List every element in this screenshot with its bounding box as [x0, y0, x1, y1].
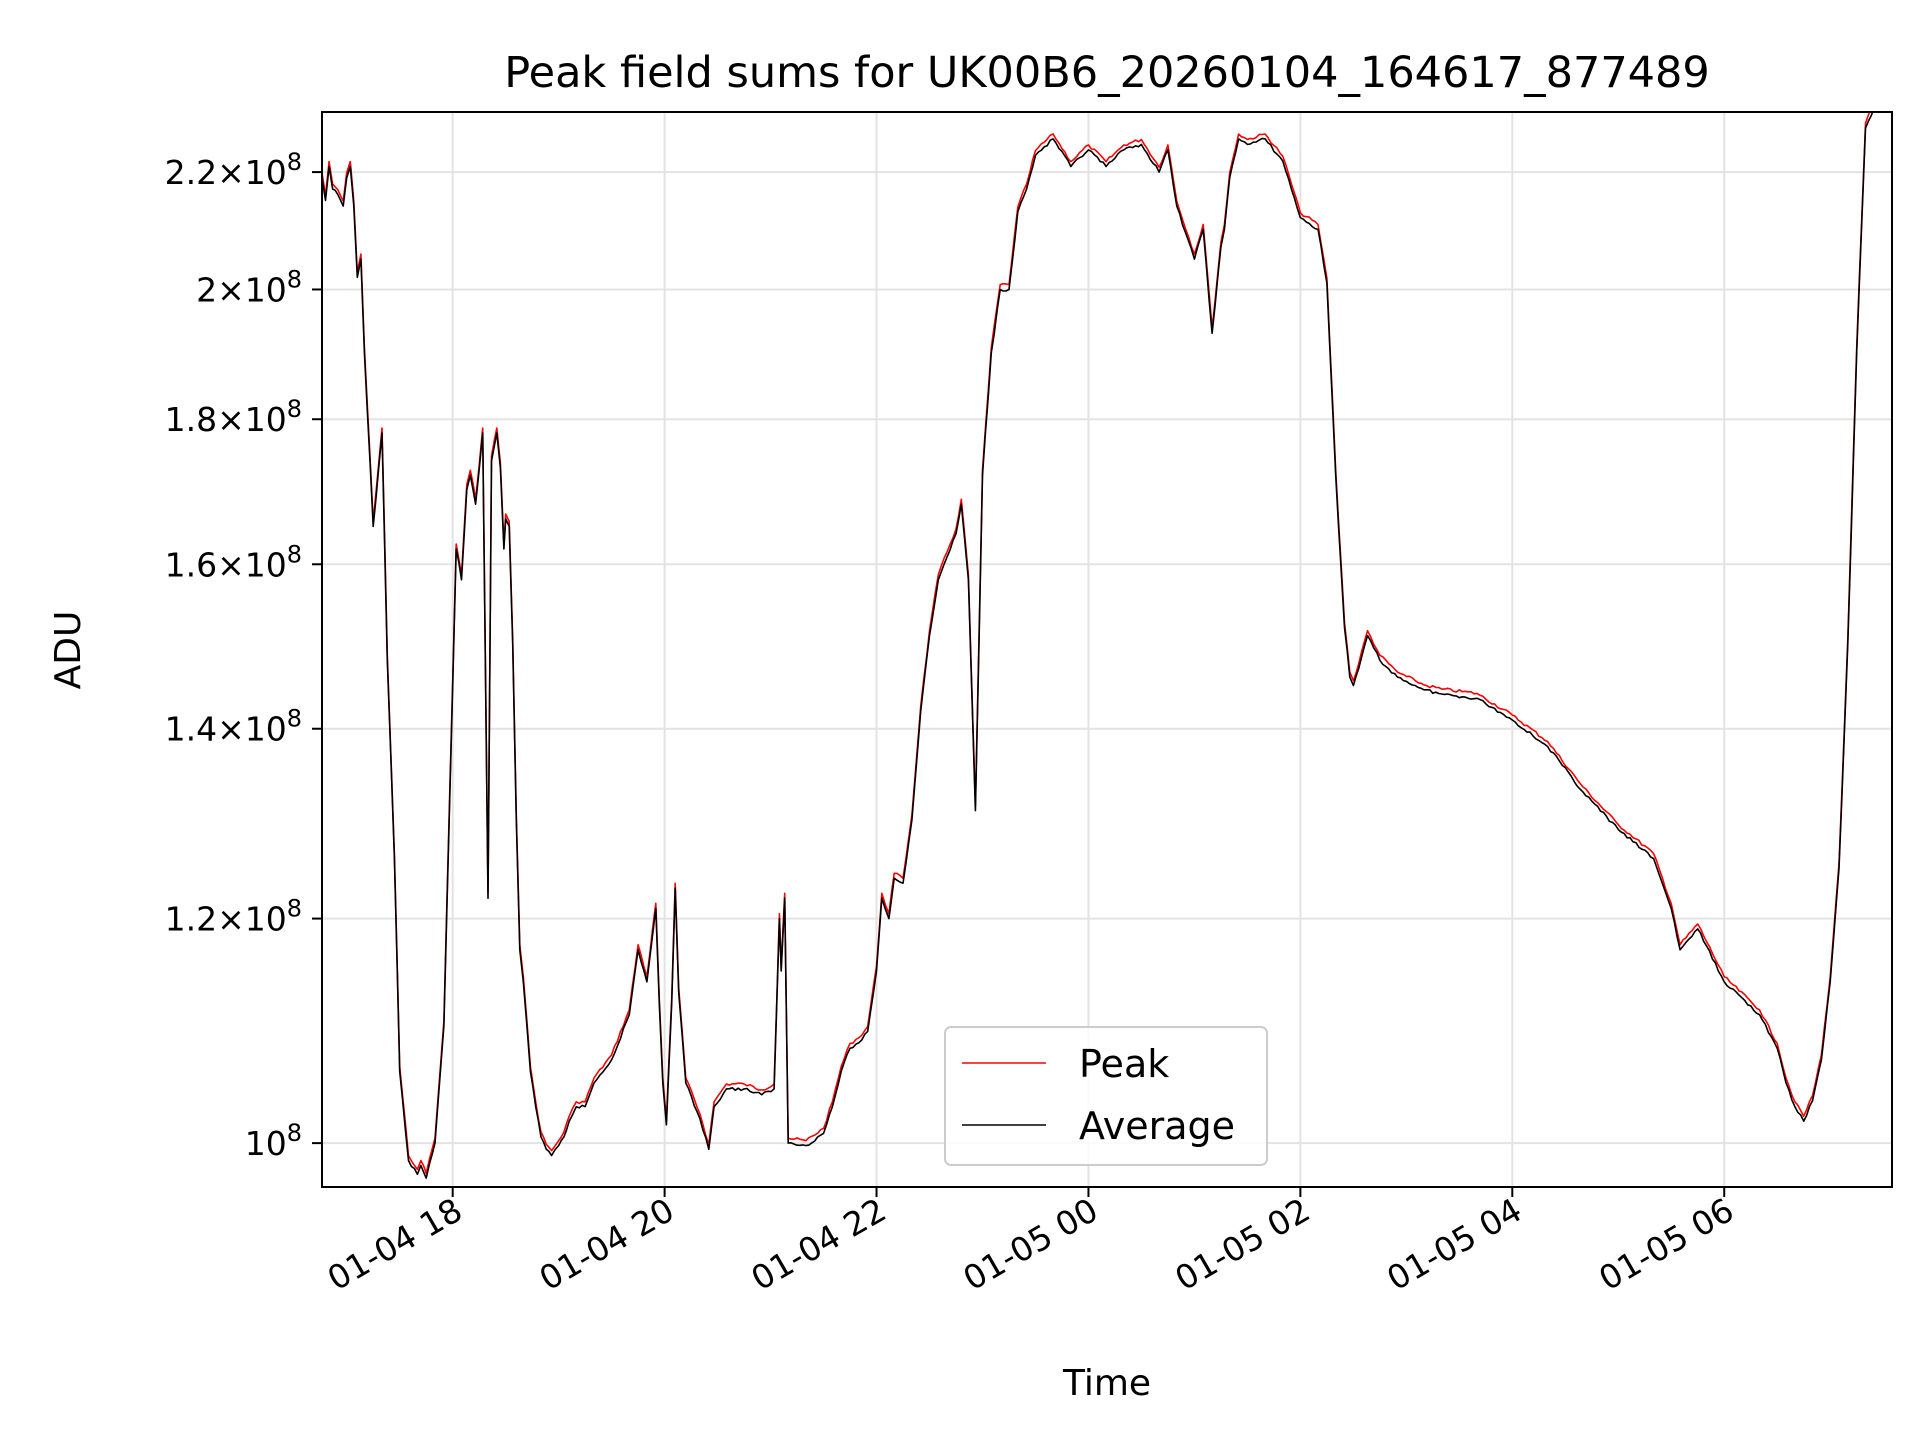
legend: Peak Average [944, 1026, 1268, 1166]
y-tick-label: 1.4×108 [165, 705, 302, 749]
series-layer [322, 112, 1874, 1179]
x-axis-label: Time [1062, 1363, 1151, 1404]
y-axis: 1081.2×1081.4×1081.6×1081.8×1082×1082.2×… [165, 148, 322, 1163]
legend-label-average: Average [1079, 1104, 1235, 1148]
y-axis-label: ADU [48, 611, 89, 690]
y-tick-label: 2.2×108 [165, 148, 302, 192]
chart-title: Peak field sums for UK00B6_20260104_1646… [504, 48, 1710, 98]
grid [322, 112, 1892, 1187]
y-tick-label: 1.2×108 [165, 895, 302, 939]
series-line-peak [322, 112, 1871, 1174]
y-tick-label: 1.6×108 [165, 540, 302, 584]
y-tick-label: 2×108 [196, 265, 302, 309]
series-line-average [322, 112, 1874, 1179]
legend-box [944, 1026, 1268, 1166]
legend-label-peak: Peak [1079, 1042, 1169, 1086]
plot-frame [321, 111, 1893, 1188]
y-tick-label: 1.8×108 [165, 395, 302, 439]
